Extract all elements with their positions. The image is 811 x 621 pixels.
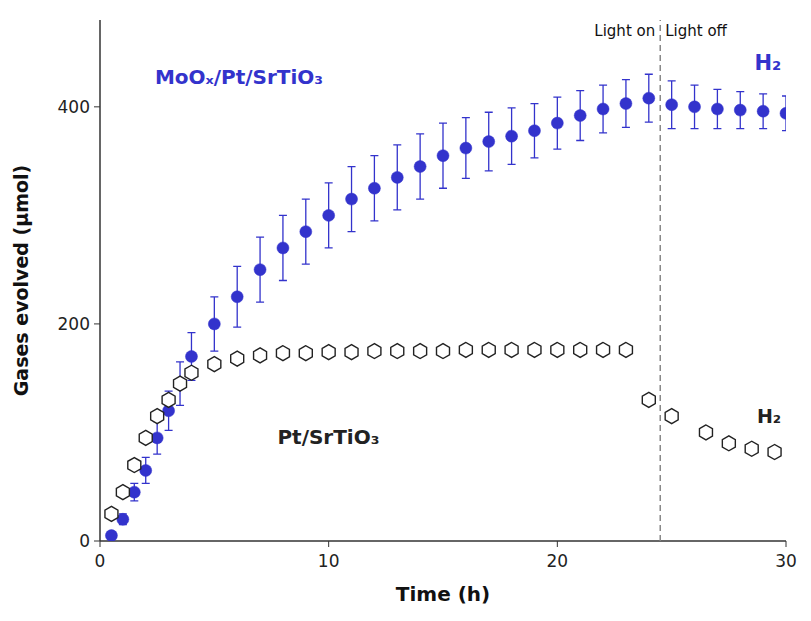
point [140,464,152,476]
point [711,103,723,115]
point [745,441,758,456]
y-axis-label: Gases evolved (μmol) [10,165,32,397]
point [734,104,746,116]
point [277,242,289,254]
point [642,392,655,407]
point [323,209,335,221]
point [437,344,450,359]
light-off-line [659,20,661,541]
y-axis-line [99,20,101,541]
axes: 0 10 20 30 0 200 400 [58,20,797,571]
point [162,392,175,407]
y-tick-label: 400 [58,97,90,117]
point [185,350,197,362]
x-tick-label: 10 [318,551,340,571]
point [116,485,129,500]
series-1 [105,342,781,521]
point [505,342,518,357]
x-tick-label: 30 [775,551,797,571]
point [528,342,541,357]
point [151,409,164,424]
point [345,345,358,360]
point [722,436,735,451]
y-tick [94,541,100,542]
point [414,161,426,173]
point [346,193,358,205]
point [597,103,609,115]
point [128,458,141,473]
point [139,430,152,445]
point [597,342,610,357]
point [620,98,632,110]
point [151,432,163,444]
point [208,318,220,330]
point [699,425,712,440]
point [666,99,678,111]
y-tick [94,323,100,324]
y-tick-label: 0 [79,531,90,551]
point [768,445,781,460]
series-label: Pt/SrTiO₃ [277,425,379,449]
point [300,226,312,238]
point [174,376,187,391]
point [105,530,117,541]
x-axis-label: Time (h) [396,582,490,606]
chart: 0 10 20 30 0 200 400 Time (h) Gases evolved (μmo… [0,0,811,621]
x-axis-line [100,540,786,542]
point [254,264,266,276]
point [551,342,564,357]
point [391,171,403,183]
point [437,150,449,162]
point [528,125,540,137]
x-tick-label: 0 [95,551,106,571]
point [574,342,587,357]
x-tick [100,541,101,547]
x-tick [328,541,329,547]
x-tick [557,541,558,547]
point [483,136,495,148]
gas-label: H₂ [754,51,781,75]
point [482,342,495,357]
x-tick [786,541,787,547]
point [459,342,472,357]
point [574,110,586,122]
point [117,513,129,525]
point [665,409,678,424]
point [460,142,472,154]
series-label: MoOₓ/Pt/SrTiO₃ [155,65,323,89]
x-tick-label: 20 [547,551,569,571]
point [780,107,786,119]
point [368,182,380,194]
point [254,348,267,363]
point [231,351,244,366]
point [506,130,518,142]
y-tick [94,106,100,107]
point [619,342,632,357]
point [299,346,312,361]
series-0 [105,74,786,541]
point [551,117,563,129]
point [391,344,404,359]
point [414,344,427,359]
point [368,344,381,359]
point [231,291,243,303]
point [276,346,289,361]
point [128,486,140,498]
point [208,357,221,372]
point [689,101,701,113]
point [105,506,118,521]
point [322,345,335,360]
light-off-label: Light off [665,22,727,40]
point [643,92,655,104]
point [757,105,769,117]
y-tick-label: 200 [58,314,90,334]
plot-area [105,20,786,541]
annotations: Light on Light off MoOₓ/Pt/SrTiO₃ H₂ Pt/SrTi… [155,22,781,449]
point [185,365,198,380]
light-on-label: Light on [594,22,655,40]
gas-label: H₂ [757,405,781,427]
